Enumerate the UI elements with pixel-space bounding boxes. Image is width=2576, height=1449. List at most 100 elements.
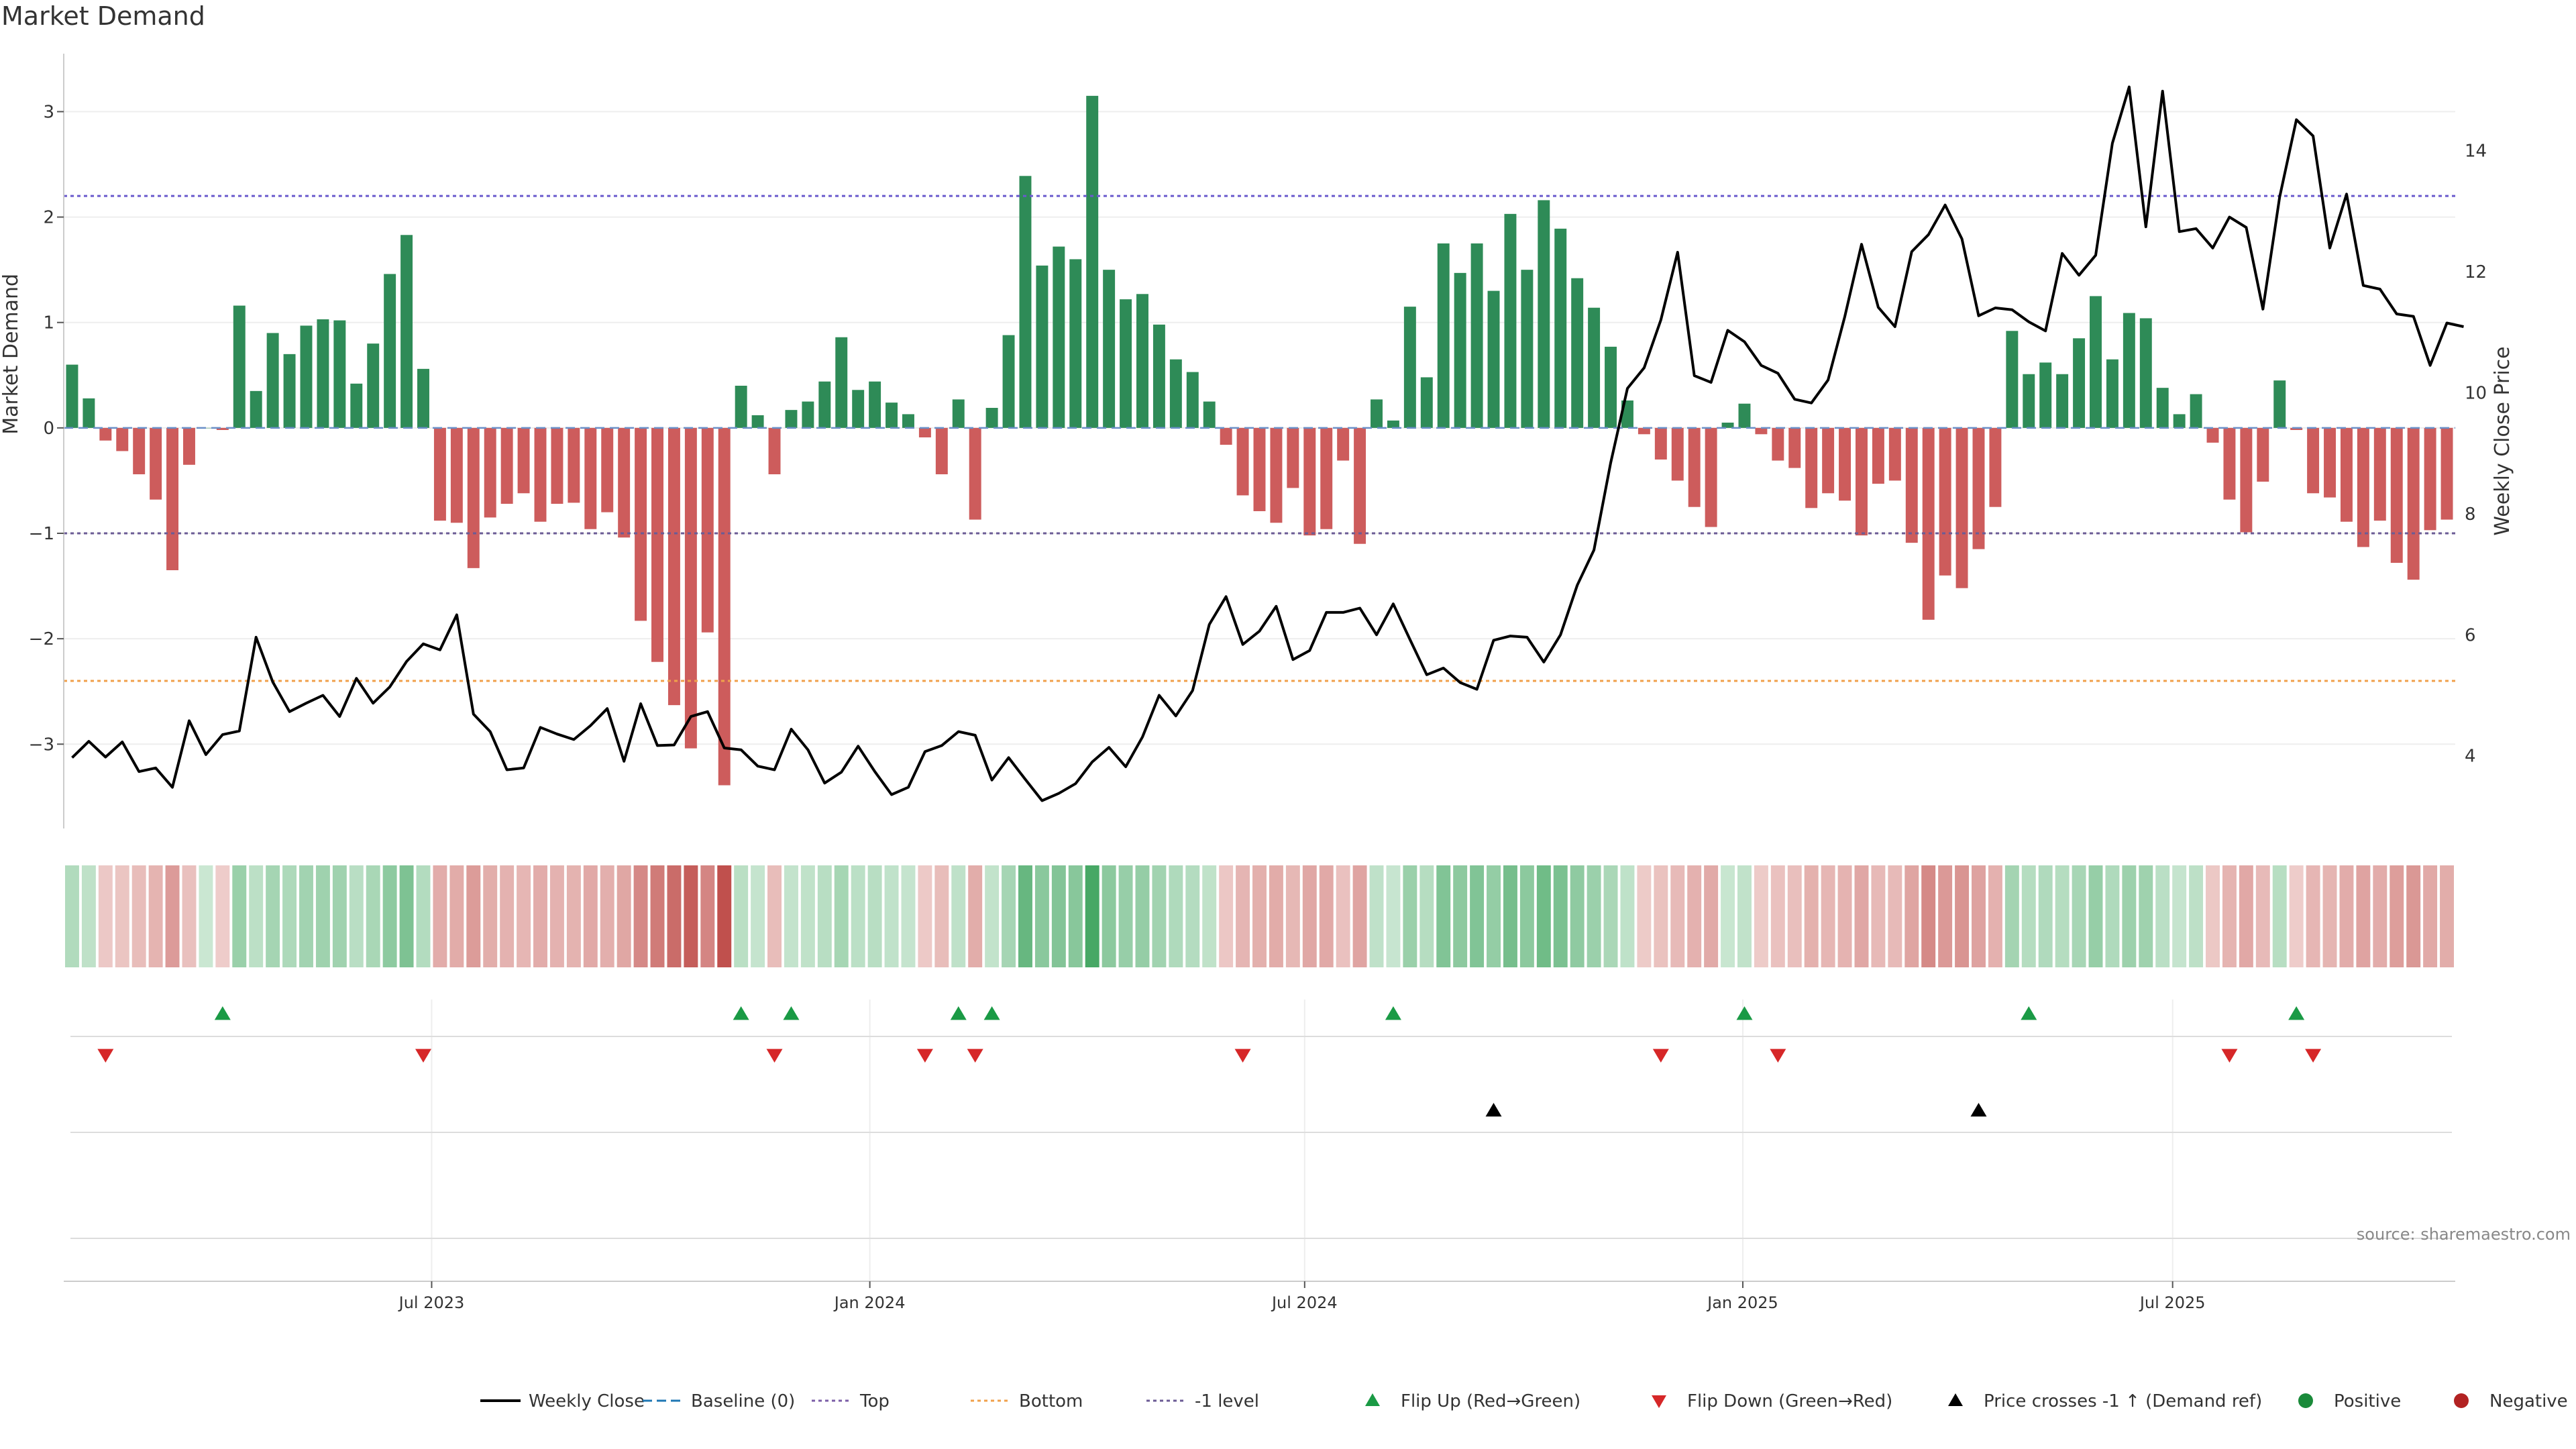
heat-cell — [1620, 865, 1635, 967]
demand-bar — [2106, 359, 2118, 428]
demand-bar — [517, 427, 530, 494]
demand-bar — [1788, 427, 1801, 468]
heat-cell — [500, 865, 515, 967]
demand-bar — [902, 414, 914, 428]
heat-cell — [1252, 865, 1267, 967]
flip-up-marker — [2021, 1006, 2037, 1020]
legend-label: Weekly Close — [529, 1391, 645, 1411]
heat-cell — [2072, 865, 2086, 967]
heat-cell — [951, 865, 966, 967]
heat-cell — [1436, 865, 1451, 967]
heat-cell — [851, 865, 865, 967]
left-tick-label: 2 — [43, 208, 54, 228]
heat-cell — [182, 865, 197, 967]
heat-cell — [1888, 865, 1902, 967]
demand-bar — [2340, 427, 2353, 522]
heat-cell — [2122, 865, 2137, 967]
demand-bar — [768, 427, 781, 474]
left-tick-label: 0 — [43, 419, 54, 439]
demand-bar — [2156, 388, 2169, 428]
heat-cell — [2139, 865, 2153, 967]
heat-cell — [583, 865, 598, 967]
demand-bar — [2424, 427, 2436, 531]
demand-bar — [1588, 307, 1601, 428]
demand-bar — [2039, 362, 2052, 428]
demand-bar — [952, 399, 965, 428]
demand-bar — [601, 427, 614, 513]
flip-up-marker — [733, 1006, 749, 1020]
heat-cell — [1269, 865, 1283, 967]
heat-cell — [1419, 865, 1434, 967]
heat-cell — [2373, 865, 2387, 967]
demand-bar — [433, 427, 446, 521]
demand-bar — [2173, 414, 2186, 428]
heat-cell — [1403, 865, 1417, 967]
heat-cell — [2423, 865, 2438, 967]
demand-bar — [166, 427, 179, 570]
source-credit: source: sharemaestro.com — [2357, 1225, 2571, 1244]
heat-cell — [1972, 865, 1986, 967]
demand-bar — [2373, 427, 2386, 521]
demand-bar — [551, 427, 564, 504]
legend-label: Flip Up (Red→Green) — [1401, 1391, 1580, 1411]
heat-cell — [684, 865, 698, 967]
demand-bar — [2090, 296, 2102, 428]
demand-bar — [2206, 427, 2219, 443]
demand-bar — [1805, 427, 1818, 508]
heat-cell — [1519, 865, 1534, 967]
demand-bar — [1470, 243, 1483, 428]
legend-swatch — [2298, 1393, 2313, 1408]
demand-bar — [835, 337, 848, 428]
flip-down-marker — [415, 1049, 431, 1063]
demand-bar — [1772, 427, 1784, 461]
demand-bar — [885, 402, 898, 428]
heat-cell — [2272, 865, 2287, 967]
demand-bar — [1905, 427, 1918, 543]
heat-cell — [1770, 865, 1785, 967]
demand-bar — [2123, 313, 2135, 428]
demand-bar — [1989, 427, 2002, 507]
heat-cell — [650, 865, 665, 967]
legend-label: Flip Down (Green→Red) — [1687, 1391, 1892, 1411]
demand-bar — [1705, 427, 1717, 527]
heat-cell — [2406, 865, 2421, 967]
heat-cell — [315, 865, 330, 967]
demand-bar — [1521, 270, 1534, 428]
demand-bar — [1688, 427, 1701, 507]
demand-bar — [266, 333, 279, 428]
demand-bar — [233, 305, 246, 428]
demand-bar — [735, 386, 747, 428]
price-line-group — [71, 85, 2464, 802]
demand-bar — [751, 415, 764, 428]
heat-cell — [449, 865, 464, 967]
demand-bar — [116, 427, 129, 451]
heat-cell — [1034, 865, 1049, 967]
demand-bar — [1236, 427, 1249, 496]
demand-bar — [216, 427, 229, 430]
demand-bar — [66, 364, 78, 428]
demand-bar — [1939, 427, 1951, 576]
demand-bar — [1069, 259, 1082, 428]
legend: Weekly Close Baseline (0) Top Bottom -1 leve… — [480, 1391, 2568, 1411]
flip-down-marker — [97, 1049, 114, 1063]
demand-bar — [2006, 331, 2019, 428]
demand-bar — [1120, 299, 1132, 428]
heat-cell — [1721, 865, 1735, 967]
heat-cell — [115, 865, 129, 967]
demand-bar — [651, 427, 663, 662]
heat-cell — [1135, 865, 1150, 967]
legend-swatch — [1365, 1393, 1380, 1406]
left-tick-label: −1 — [29, 524, 54, 544]
heat-cell — [1386, 865, 1401, 967]
heat-cell — [1837, 865, 1852, 967]
demand-bar — [1605, 346, 1617, 428]
demand-bar — [2273, 380, 2286, 428]
heat-cell — [1152, 865, 1167, 967]
demand-bar — [83, 398, 95, 428]
heat-cell — [483, 865, 498, 967]
flip-down-marker — [916, 1049, 933, 1063]
heat-cell — [282, 865, 297, 967]
demand-bar — [534, 427, 547, 522]
heat-cell — [633, 865, 648, 967]
heat-cell — [549, 865, 564, 967]
